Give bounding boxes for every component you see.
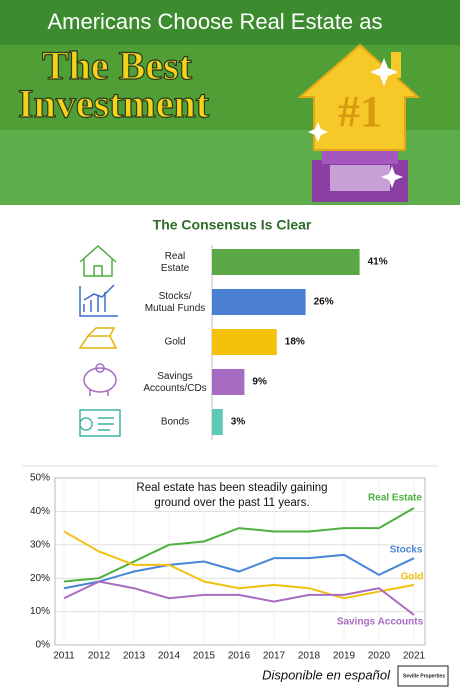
bar — [212, 329, 277, 355]
series-label: Savings Accounts — [337, 617, 424, 628]
value-label: 26% — [314, 297, 334, 308]
bar — [212, 409, 223, 435]
series-line — [63, 553, 415, 590]
x-tick-label: 2015 — [193, 651, 216, 662]
title-line: The Best — [42, 43, 193, 88]
x-tick-label: 2014 — [158, 651, 181, 662]
annotation: Real estate has been steadily gaining — [136, 482, 327, 494]
y-tick-label: 10% — [30, 606, 50, 617]
annotation: ground over the past 11 years. — [154, 497, 309, 509]
category-label: Savings Accounts/CDs — [143, 371, 206, 394]
series-line — [63, 580, 415, 616]
bar — [212, 289, 306, 315]
x-tick-label: 2018 — [298, 651, 321, 662]
category-label: Real Estate — [161, 251, 190, 274]
series-label: Real Estate — [368, 493, 422, 504]
value-label: 41% — [368, 257, 388, 268]
x-tick-label: 2020 — [368, 651, 391, 662]
badge: #1 — [338, 87, 382, 136]
bar-chart-title: The Consensus Is Clear — [153, 217, 312, 233]
x-tick-label: 2013 — [123, 651, 146, 662]
series-label: Gold — [401, 572, 424, 583]
value-label: 9% — [252, 377, 267, 388]
x-tick-label: 2021 — [403, 651, 426, 662]
series-line — [63, 507, 415, 583]
value-label: 3% — [231, 417, 246, 428]
y-tick-label: 50% — [30, 473, 50, 484]
divider — [22, 465, 438, 467]
y-tick-label: 20% — [30, 573, 50, 584]
footer-note: Disponible en español — [262, 667, 391, 682]
bar — [212, 369, 245, 395]
title-line: Investment — [18, 81, 210, 126]
x-tick-label: 2019 — [333, 651, 356, 662]
category-label: Gold — [164, 337, 185, 348]
kicker: Americans Choose Real Estate as — [47, 9, 382, 34]
kicker-band — [0, 0, 460, 45]
series-label: Stocks — [390, 545, 423, 556]
bar — [212, 249, 360, 275]
value-label: 18% — [285, 337, 305, 348]
x-tick-label: 2016 — [228, 651, 251, 662]
category-label: Stocks/Mutual Funds — [145, 291, 206, 314]
x-tick-label: 2012 — [88, 651, 111, 662]
logo-box — [397, 665, 449, 687]
series-line — [63, 530, 415, 600]
trophy — [297, 43, 421, 202]
y-tick-label: 40% — [30, 506, 50, 517]
x-tick-label: 2011 — [53, 651, 75, 662]
x-tick-label: 2017 — [263, 651, 286, 662]
y-tick-label: 30% — [30, 539, 50, 550]
plot-frame — [54, 477, 426, 646]
logo: Seville Properties — [403, 673, 445, 679]
category-label: Bonds — [161, 417, 189, 428]
y-tick-label: 0% — [36, 640, 51, 651]
icons — [78, 244, 121, 437]
